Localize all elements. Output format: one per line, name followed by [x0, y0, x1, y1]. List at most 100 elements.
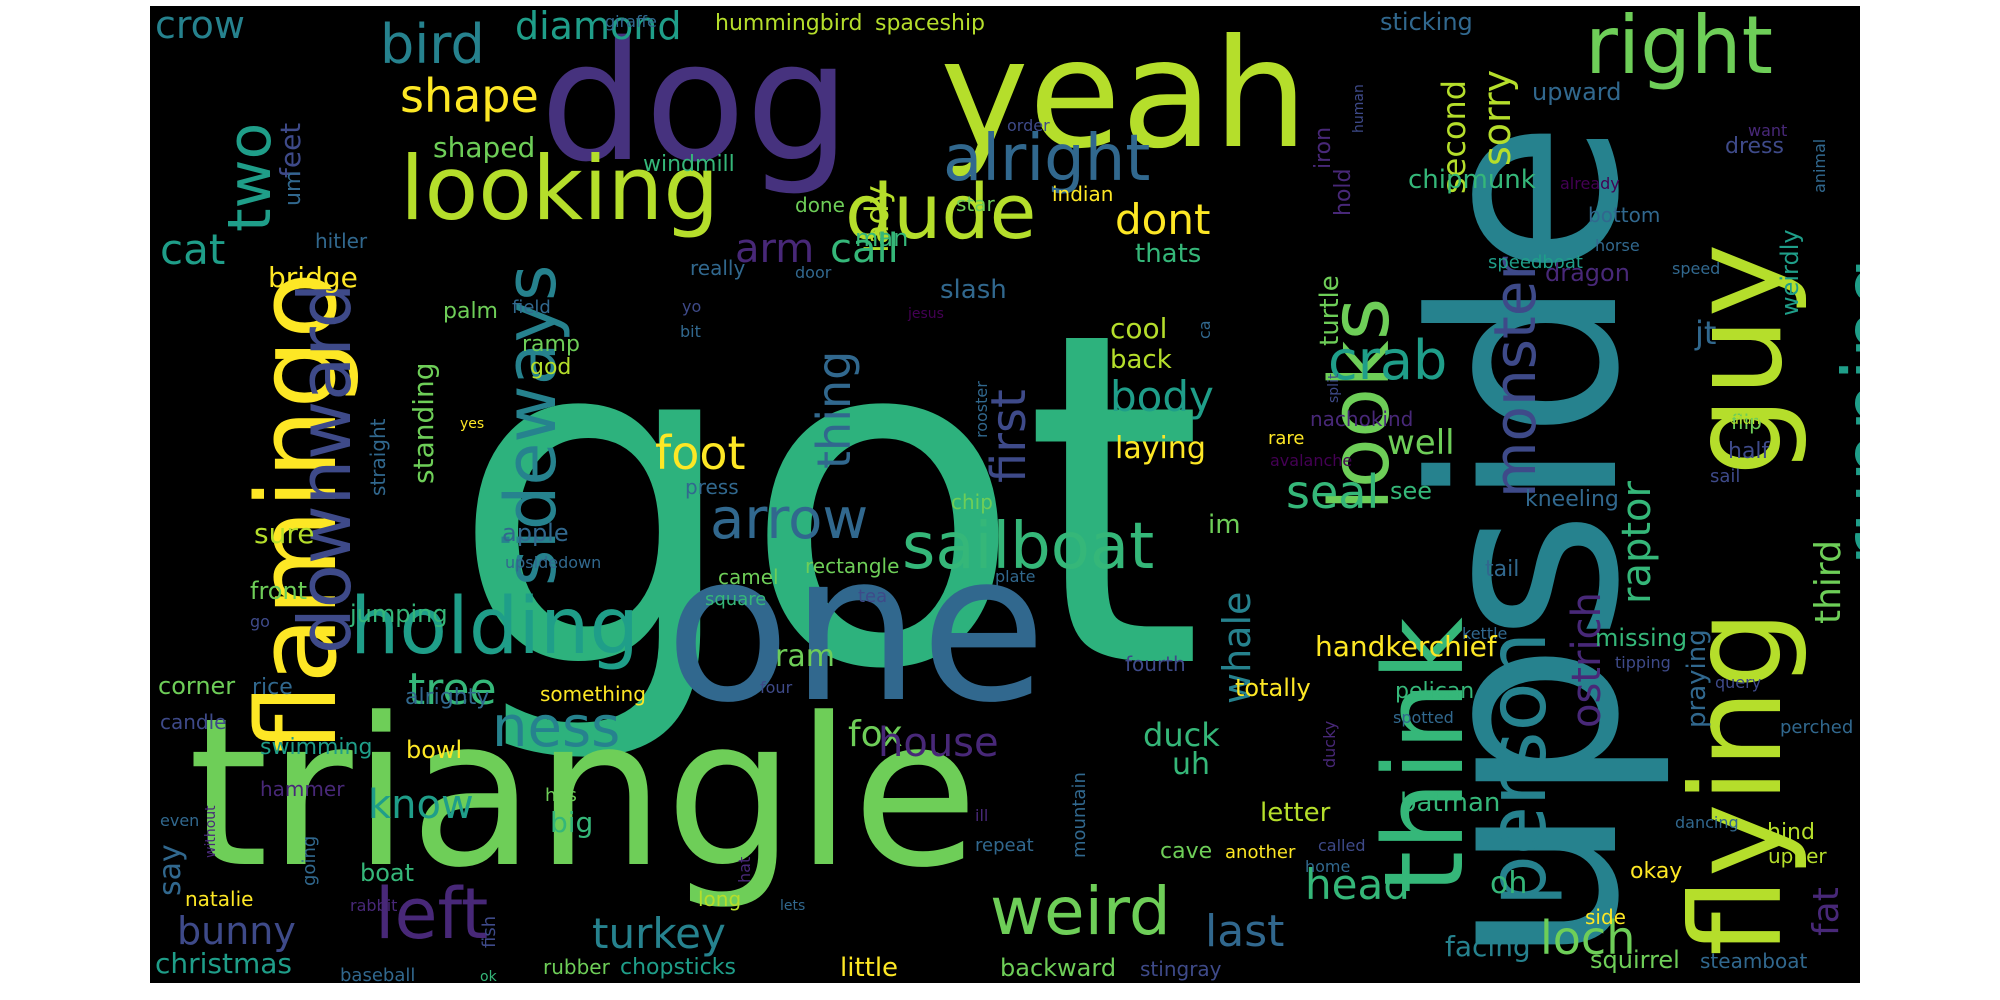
word-speedboat: speedboat [1488, 252, 1583, 273]
word-another: another [1225, 842, 1296, 863]
word-second: second [1435, 80, 1473, 194]
word-palm: palm [443, 299, 498, 324]
word-monster: monster [1481, 257, 1549, 498]
word-flamingo: flamingo [233, 272, 361, 753]
word-looks: looks [1313, 298, 1408, 511]
word-little: little [840, 953, 898, 983]
word-something: something [540, 682, 646, 706]
word-dude: dude [845, 167, 1036, 256]
word-god: god [530, 355, 571, 380]
word-handkerchief: handkerchief [1315, 630, 1498, 663]
word-rooster: rooster [972, 381, 991, 438]
word-looking: looking [400, 137, 719, 240]
word-person: person [1471, 632, 1564, 906]
word-without: without [203, 805, 219, 858]
word-guy: guy [1665, 243, 1810, 476]
word-know: know [368, 782, 474, 828]
word-duck: duck [1143, 716, 1220, 754]
word-baseball: baseball [340, 965, 415, 983]
word-squirrel: squirrel [1590, 946, 1680, 974]
word-bunny: bunny [177, 909, 296, 953]
word-nachokind: nachokind [1310, 407, 1413, 431]
word-house: house [878, 720, 999, 766]
word-say: say [153, 844, 188, 896]
word-batman: batman [1400, 788, 1500, 818]
word-front: front [250, 577, 307, 605]
word-backward: backward [1000, 954, 1116, 982]
word-called: called [1318, 836, 1366, 855]
word-arrow: arrow [710, 487, 868, 552]
word-really: really [690, 256, 745, 280]
word-lets: lets [780, 898, 805, 914]
word-didnt: didnt [1730, 412, 1767, 428]
word-iron: iron [1311, 127, 1336, 169]
word-one: one [665, 510, 1046, 748]
word-turtle: turtle [1315, 275, 1345, 346]
word-candle: candle [160, 710, 226, 734]
word-ostrich: ostrich [1564, 592, 1610, 728]
word-done: done [795, 193, 845, 217]
word-upward: upward [1532, 78, 1621, 106]
word-tea: tea [858, 586, 887, 607]
word-fat: fat [1806, 887, 1847, 936]
word-chipmunk: chipmunk [1408, 165, 1536, 195]
word-fox: fox [848, 714, 903, 755]
word-want: want [1748, 121, 1787, 140]
word-ill: ill [975, 806, 988, 825]
word-ducky: ducky [1320, 721, 1339, 768]
word-thats: thats [1135, 239, 1201, 269]
word-holding: holding [350, 582, 639, 672]
word-last: last [1205, 906, 1284, 957]
word-letter: letter [1260, 798, 1331, 828]
word-crow: crow [155, 6, 245, 47]
word-upper: upper [1768, 844, 1827, 868]
word-hitler: hitler [315, 229, 368, 253]
word-jumping: jumping [349, 600, 448, 628]
word-cool: cool [1110, 312, 1167, 345]
word-already: already [1560, 174, 1620, 193]
word-well: well [1387, 423, 1455, 463]
word-rubber: rubber [543, 955, 611, 979]
word-sorry: sorry [1475, 70, 1519, 166]
word-diamond: diamond [515, 6, 681, 48]
word-order: order [1007, 116, 1050, 135]
word-stingray: stingray [1140, 957, 1222, 981]
word-side: side [1585, 905, 1626, 929]
word-sailboat: sailboat [902, 510, 1154, 584]
word-windmill: windmill [643, 152, 735, 177]
word-spotted: spotted [1393, 708, 1454, 727]
word-thing: thing [807, 351, 861, 469]
word-fourth: fourth [1125, 652, 1186, 676]
word-hes: hes [545, 785, 577, 806]
word-see: see [1390, 477, 1432, 505]
word-laying: laying [1115, 431, 1206, 466]
word-rice: rice [252, 675, 293, 700]
word-query: query [1715, 673, 1761, 692]
word-ok: ok [480, 969, 498, 983]
word-apple: apple [502, 519, 569, 547]
word-missing: missing [1595, 624, 1687, 652]
word-triangle: triangle [188, 675, 978, 913]
word-ramp: ramp [522, 332, 580, 357]
word-perched: perched [1780, 717, 1853, 738]
word-square: square [705, 589, 766, 610]
word-bit: bit [680, 322, 701, 341]
word-third: third [1808, 540, 1849, 624]
word-camel: camel [718, 565, 779, 589]
word-downward: downward [283, 283, 367, 654]
word-im: im [1208, 510, 1241, 540]
word-cat: cat [160, 225, 225, 274]
word-upsidedown: upsidedown [505, 553, 601, 572]
word-swimming: swimming [260, 735, 372, 760]
word-chopsticks: chopsticks [620, 955, 736, 980]
word-long: long [698, 887, 741, 911]
word-bird: bird [380, 13, 485, 76]
word-plate: plate [995, 567, 1036, 586]
word-bowl: bowl [406, 736, 462, 764]
word-hold: hold [1331, 169, 1356, 216]
word-dress: dress [1725, 134, 1784, 159]
word-rare: rare [1268, 428, 1305, 449]
word-turkey: turkey [592, 909, 726, 958]
word-praying: praying [1682, 629, 1712, 728]
